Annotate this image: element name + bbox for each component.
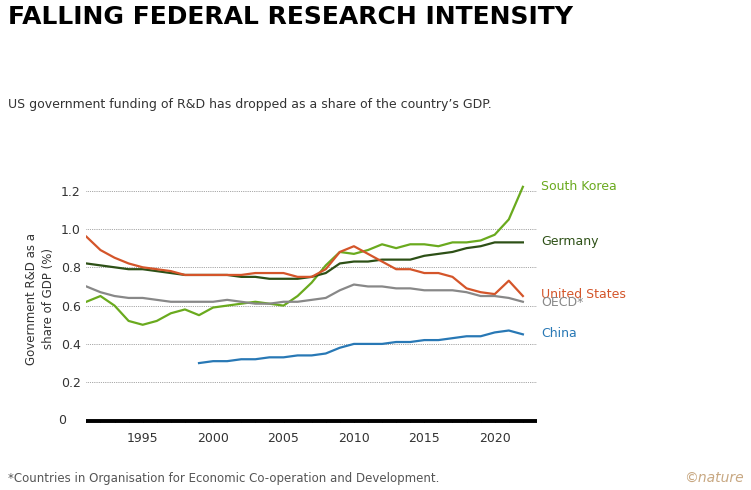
Text: 0: 0 [58,414,66,427]
Text: China: China [541,327,578,340]
Text: Germany: Germany [541,235,599,248]
Text: FALLING FEDERAL RESEARCH INTENSITY: FALLING FEDERAL RESEARCH INTENSITY [8,5,572,29]
Y-axis label: Government R&D as a
share of GDP (%): Government R&D as a share of GDP (%) [26,233,56,365]
Text: ©nature: ©nature [684,471,743,485]
Text: *Countries in Organisation for Economic Co-operation and Development.: *Countries in Organisation for Economic … [8,472,439,485]
Text: United States: United States [541,288,626,301]
Text: South Korea: South Korea [541,180,617,194]
Text: OECD*: OECD* [541,296,584,309]
Text: US government funding of R&D has dropped as a share of the country’s GDP.: US government funding of R&D has dropped… [8,98,491,111]
